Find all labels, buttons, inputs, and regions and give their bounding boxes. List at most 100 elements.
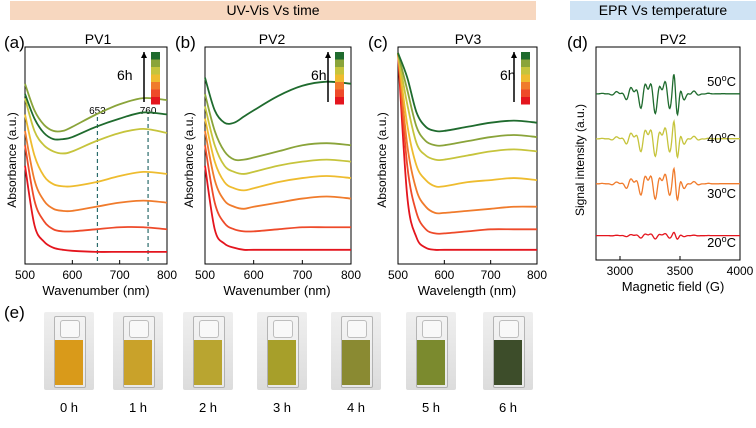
colorbar-swatch: [335, 59, 344, 67]
cuvette-cap: [199, 320, 219, 338]
epr-trace: [596, 74, 740, 117]
series-line: [24, 145, 168, 233]
x-tick-label: 500: [195, 268, 215, 282]
colorbar-swatch: [335, 97, 344, 105]
x-tick-label: 700: [292, 268, 312, 282]
x-tick-label: 600: [434, 268, 454, 282]
temperature-label: 40oC: [707, 130, 736, 146]
x-tick-label: 700: [110, 268, 130, 282]
x-tick-label: 800: [527, 268, 547, 282]
cuvette-photo: [331, 312, 381, 390]
cuvette-cap: [129, 320, 149, 338]
series-line: [397, 52, 538, 188]
panel-a-colorbar-label: 6h: [117, 67, 133, 83]
panel-a-frame: [24, 46, 168, 265]
panel-c-colorbar-label: 6h: [500, 67, 516, 83]
colorbar-swatch: [521, 74, 530, 82]
cuvette-liquid: [494, 340, 522, 385]
x-tick-label: 3500: [667, 264, 694, 278]
panel-d-xlabel: Magnetic field (G): [622, 279, 725, 294]
colorbar-swatch: [521, 52, 530, 60]
colorbar-swatch: [335, 67, 344, 75]
reference-line-label: 653: [89, 106, 106, 117]
x-tick-label: 800: [157, 268, 177, 282]
epr-banner: [570, 1, 756, 20]
time-arrow-head: [511, 52, 517, 58]
series-line: [204, 118, 352, 192]
panel-b-ylabel: Absorbance (a.u.): [182, 112, 196, 207]
panel-c-frame: [397, 46, 538, 265]
epr-trace: [596, 231, 740, 240]
x-tick-label: 600: [62, 268, 82, 282]
cuvette-liquid: [268, 340, 296, 385]
panel-c-xlabel: Wavelength (nm): [418, 283, 517, 298]
colorbar-swatch: [521, 89, 530, 97]
series-line: [397, 52, 538, 133]
panel-b-xlabel: Wavenumber (nm): [223, 283, 330, 298]
colorbar-swatch: [151, 74, 160, 82]
cuvette-cap: [273, 320, 293, 338]
time-arrow-head: [325, 52, 331, 58]
series-line: [24, 130, 168, 213]
x-tick-label: 600: [244, 268, 264, 282]
panel-d-ylabel: Signal intensity (a.u.): [573, 104, 587, 216]
epr-trace: [595, 118, 740, 159]
panel-a-title: PV1: [85, 31, 112, 47]
cuvette-cap: [499, 320, 519, 338]
series-line: [204, 77, 352, 125]
series-line: [204, 106, 352, 175]
panel-c-title: PV3: [455, 31, 482, 47]
panel-letter-c: (c): [368, 33, 388, 52]
cuvette-photo: [406, 312, 456, 390]
cuvette-liquid: [194, 340, 222, 385]
colorbar-swatch: [521, 82, 530, 90]
x-tick-label: 500: [15, 268, 35, 282]
cuvette-photo: [113, 312, 163, 390]
series-line: [204, 165, 352, 251]
time-label: 5 h: [421, 400, 441, 415]
series-line: [204, 93, 352, 162]
colorbar-swatch: [151, 82, 160, 90]
time-arrow-head: [141, 52, 147, 58]
series-line: [397, 52, 537, 235]
series-line: [397, 52, 538, 147]
cuvette-photo: [183, 312, 233, 390]
series-line: [397, 52, 538, 162]
x-tick-label: 800: [341, 268, 361, 282]
colorbar-swatch: [521, 59, 530, 67]
cuvette-cap: [347, 320, 367, 338]
colorbar-swatch: [151, 52, 160, 60]
epr-trace: [596, 166, 740, 202]
panel-letter-d: (d): [567, 33, 588, 52]
panel-d-frame: [595, 46, 741, 261]
cuvette-cap: [60, 320, 80, 338]
panel-c-ylabel: Absorbance (a.u.): [375, 112, 389, 207]
temperature-label: 50oC: [707, 73, 736, 89]
temperature-label: 30oC: [707, 185, 736, 201]
series-line: [397, 52, 538, 215]
colorbar-swatch: [521, 67, 530, 75]
uvvis-banner: [10, 1, 536, 20]
series-line: [24, 93, 168, 141]
colorbar-swatch: [151, 89, 160, 97]
series-line: [24, 114, 168, 188]
colorbar-swatch: [335, 74, 344, 82]
series-line: [24, 165, 167, 253]
cuvette-photo: [44, 312, 94, 390]
panel-letter-a: (a): [4, 33, 25, 52]
x-tick-label: 3000: [607, 264, 634, 278]
series-line: [24, 83, 168, 133]
cuvette-photo: [483, 312, 533, 390]
colorbar-swatch: [335, 89, 344, 97]
x-tick-label: 500: [388, 268, 408, 282]
time-label: 1 h: [128, 400, 148, 415]
colorbar-swatch: [151, 59, 160, 67]
cuvette-liquid: [417, 340, 445, 385]
colorbar-swatch: [151, 97, 160, 105]
epr-banner-label: EPR Vs temperature: [599, 2, 728, 18]
x-tick-label: 700: [481, 268, 501, 282]
colorbar-swatch: [151, 67, 160, 75]
cuvette-liquid: [342, 340, 370, 385]
panel-b-colorbar-label: 6h: [311, 67, 327, 83]
